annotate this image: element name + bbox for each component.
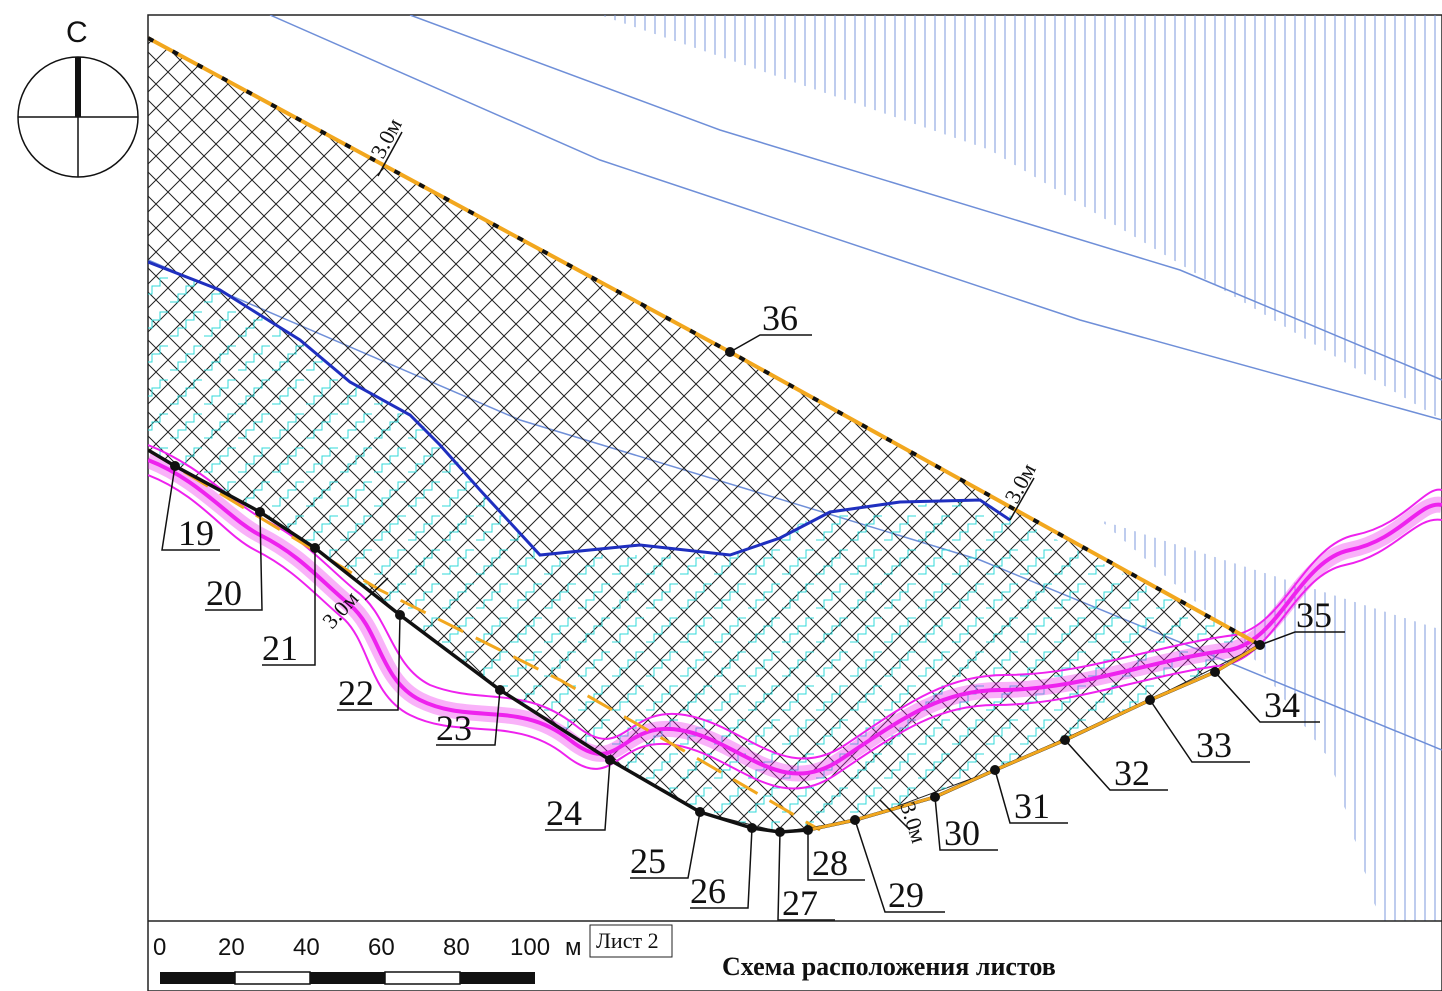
- dimension-top: 3.0м: [365, 114, 407, 162]
- scale-tick-100: 100: [510, 934, 550, 961]
- point-label-19: 19: [178, 513, 214, 553]
- scale-bar: [160, 971, 535, 985]
- setback-line: [148, 448, 821, 832]
- point-label-26: 26: [690, 871, 726, 911]
- point-label-25: 25: [630, 841, 666, 881]
- scale-tick-40: 40: [293, 934, 320, 961]
- dimension-left: 3.0м: [317, 586, 363, 634]
- point-labels: 19 20 21 22 23 24 25 26 27 28 29 30 31 3…: [178, 298, 1332, 923]
- point-label-36: 36: [762, 298, 798, 338]
- point-label-28: 28: [812, 843, 848, 883]
- scale-tick-60: 60: [368, 934, 395, 961]
- point-label-20: 20: [206, 573, 242, 613]
- point-label-23: 23: [436, 708, 472, 748]
- scale-tick-20: 20: [218, 934, 245, 961]
- leader-lines: [161, 334, 1345, 921]
- point-label-35: 35: [1296, 595, 1332, 635]
- north-arrow-icon: [17, 56, 139, 178]
- sheet-label: Лист 2: [596, 928, 659, 953]
- point-label-33: 33: [1196, 725, 1232, 765]
- river-line: [148, 260, 1011, 557]
- point-label-31: 31: [1014, 786, 1050, 826]
- map-title: Схема расположения листов: [722, 952, 1056, 981]
- point-label-27: 27: [782, 883, 818, 923]
- point-label-22: 22: [338, 673, 374, 713]
- scale-ticks: 0 20 40 60 80 100 м: [153, 934, 582, 961]
- scale-unit: м: [565, 934, 582, 961]
- dimension-bottom: 3.0м: [895, 799, 932, 846]
- north-label: С: [66, 16, 88, 49]
- dimension-right: 3.0м: [999, 459, 1041, 507]
- point-label-29: 29: [888, 875, 924, 915]
- sheet-box: [589, 924, 673, 958]
- scale-tick-80: 80: [443, 934, 470, 961]
- dimension-marks: [364, 131, 1035, 831]
- point-label-24: 24: [546, 793, 582, 833]
- point-label-21: 21: [262, 628, 298, 668]
- point-label-34: 34: [1264, 685, 1300, 725]
- scale-tick-0: 0: [153, 934, 166, 961]
- point-label-32: 32: [1114, 753, 1150, 793]
- point-label-30: 30: [944, 813, 980, 853]
